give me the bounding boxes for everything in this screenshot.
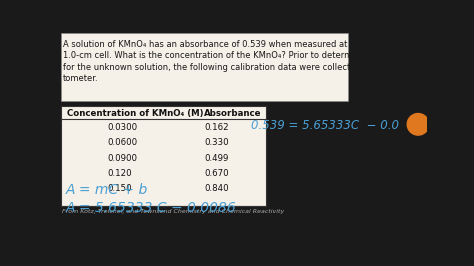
Text: 0.0900: 0.0900 xyxy=(107,153,137,163)
Text: A solution of KMnO₄ has an absorbance of 0.539 when measured at 540 nm in a: A solution of KMnO₄ has an absorbance of… xyxy=(63,40,400,49)
Text: Concentration of KMnO₄ (M): Concentration of KMnO₄ (M) xyxy=(67,109,203,118)
Text: From Kotz, Treichel, and Townsend Chemistry and Chemical Reactivity: From Kotz, Treichel, and Townsend Chemis… xyxy=(63,209,284,214)
Text: 0.0600: 0.0600 xyxy=(107,138,137,147)
Text: 1.0-cm cell. What is the concentration of the KMnO₄? Prior to determining the ab: 1.0-cm cell. What is the concentration o… xyxy=(63,51,442,60)
Text: for the unknown solution, the following calibration data were collected for the : for the unknown solution, the following … xyxy=(63,63,442,72)
Text: 0.670: 0.670 xyxy=(204,169,229,178)
Text: 0.840: 0.840 xyxy=(204,184,229,193)
FancyBboxPatch shape xyxy=(61,34,347,101)
FancyBboxPatch shape xyxy=(61,106,266,206)
Text: 0.150: 0.150 xyxy=(107,184,132,193)
Text: A = mC + b: A = mC + b xyxy=(65,183,148,197)
Text: 0.499: 0.499 xyxy=(204,153,228,163)
Text: 0.330: 0.330 xyxy=(204,138,229,147)
Text: tometer.: tometer. xyxy=(63,74,99,83)
Text: A = 5.65333 C − 0.0086: A = 5.65333 C − 0.0086 xyxy=(65,201,236,215)
Text: 0.0300: 0.0300 xyxy=(107,123,137,132)
Text: 0.120: 0.120 xyxy=(107,169,132,178)
Text: Absorbance: Absorbance xyxy=(204,109,262,118)
Text: 0.539 = 5.65333C  − 0.0: 0.539 = 5.65333C − 0.0 xyxy=(251,119,400,132)
Circle shape xyxy=(407,114,429,135)
Text: 0.162: 0.162 xyxy=(204,123,229,132)
